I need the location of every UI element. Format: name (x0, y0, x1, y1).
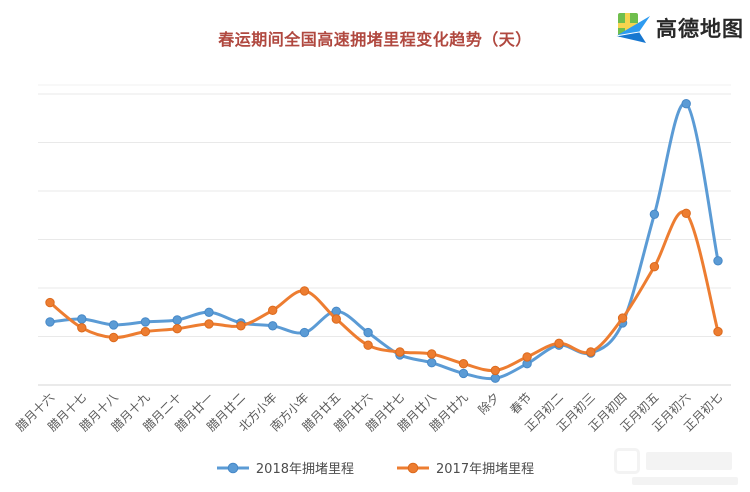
series-line-2017年拥堵里程 (48, 210, 720, 373)
data-point-2017年拥堵里程 (204, 319, 214, 329)
x-axis-label: 春节 (507, 390, 534, 417)
legend-item-2017: 2017年拥堵里程 (396, 458, 534, 477)
data-point-2017年拥堵里程 (108, 332, 119, 343)
data-point-2018年拥堵里程 (268, 321, 278, 331)
data-point-2018年拥堵里程 (458, 368, 469, 379)
data-point-2017年拥堵里程 (490, 365, 500, 376)
legend-marker-2018 (216, 462, 249, 473)
chart-title: 春运期间全国高速拥堵里程变化趋势（天） (218, 30, 532, 49)
data-point-2017年拥堵里程 (268, 305, 278, 315)
data-point-2018年拥堵里程 (713, 256, 723, 266)
data-point-2017年拥堵里程 (299, 286, 310, 296)
data-point-2018年拥堵里程 (490, 373, 500, 383)
legend-dot-2017 (407, 462, 419, 473)
data-point-2018年拥堵里程 (204, 307, 214, 317)
legend-item-2018: 2018年拥堵里程 (216, 458, 354, 477)
data-point-2017年拥堵里程 (236, 321, 246, 331)
data-point-2017年拥堵里程 (617, 313, 628, 323)
series-line-2018年拥堵里程 (48, 102, 720, 381)
legend-dot-2018 (227, 462, 239, 473)
legend-label-2017: 2017年拥堵里程 (436, 462, 535, 477)
data-point-2018年拥堵里程 (77, 314, 87, 324)
watermark-logo-icon (614, 448, 640, 474)
data-point-2018年拥堵里程 (649, 209, 660, 220)
data-point-2018年拥堵里程 (140, 317, 151, 327)
x-axis-label: 除夕 (475, 390, 503, 418)
data-point-2017年拥堵里程 (331, 314, 341, 324)
data-point-2017年拥堵里程 (586, 347, 596, 357)
data-point-2018年拥堵里程 (681, 99, 691, 109)
data-point-2017年拥堵里程 (554, 338, 564, 348)
legend-marker-2017 (397, 462, 429, 473)
data-point-2017年拥堵里程 (458, 359, 469, 369)
chart-legend: 2018年拥堵里程 2017年拥堵里程 (0, 458, 750, 477)
data-point-2017年拥堵里程 (427, 349, 437, 359)
plane-upper-wing (616, 16, 650, 36)
data-point-2018年拥堵里程 (363, 327, 373, 338)
data-point-2018年拥堵里程 (108, 320, 119, 330)
watermark-subtext-block (632, 477, 738, 485)
amap-logo: 高德地图 (615, 10, 744, 46)
data-point-2017年拥堵里程 (649, 262, 660, 272)
data-point-2017年拥堵里程 (713, 326, 723, 337)
data-point-2017年拥堵里程 (681, 208, 691, 219)
map-road-horizontal (618, 23, 638, 28)
data-point-2017年拥堵里程 (363, 340, 373, 350)
data-point-2018年拥堵里程 (427, 358, 437, 368)
legend-label-2018: 2018年拥堵里程 (255, 462, 354, 477)
amap-paper-plane-icon (615, 13, 650, 43)
data-point-2017年拥堵里程 (140, 326, 151, 337)
watermark-row (614, 448, 742, 474)
data-point-2017年拥堵里程 (77, 323, 87, 333)
data-point-2017年拥堵里程 (395, 347, 405, 357)
data-point-2018年拥堵里程 (45, 317, 55, 327)
plane-fold-line (615, 31, 640, 37)
data-point-2017年拥堵里程 (522, 352, 532, 362)
watermark (614, 448, 742, 490)
data-point-2018年拥堵里程 (299, 327, 310, 338)
data-point-2017年拥堵里程 (45, 297, 55, 308)
data-point-2017年拥堵里程 (172, 324, 182, 334)
watermark-text-block (646, 452, 732, 470)
data-point-2018年拥堵里程 (172, 315, 182, 325)
amap-logo-text: 高德地图 (656, 17, 744, 41)
